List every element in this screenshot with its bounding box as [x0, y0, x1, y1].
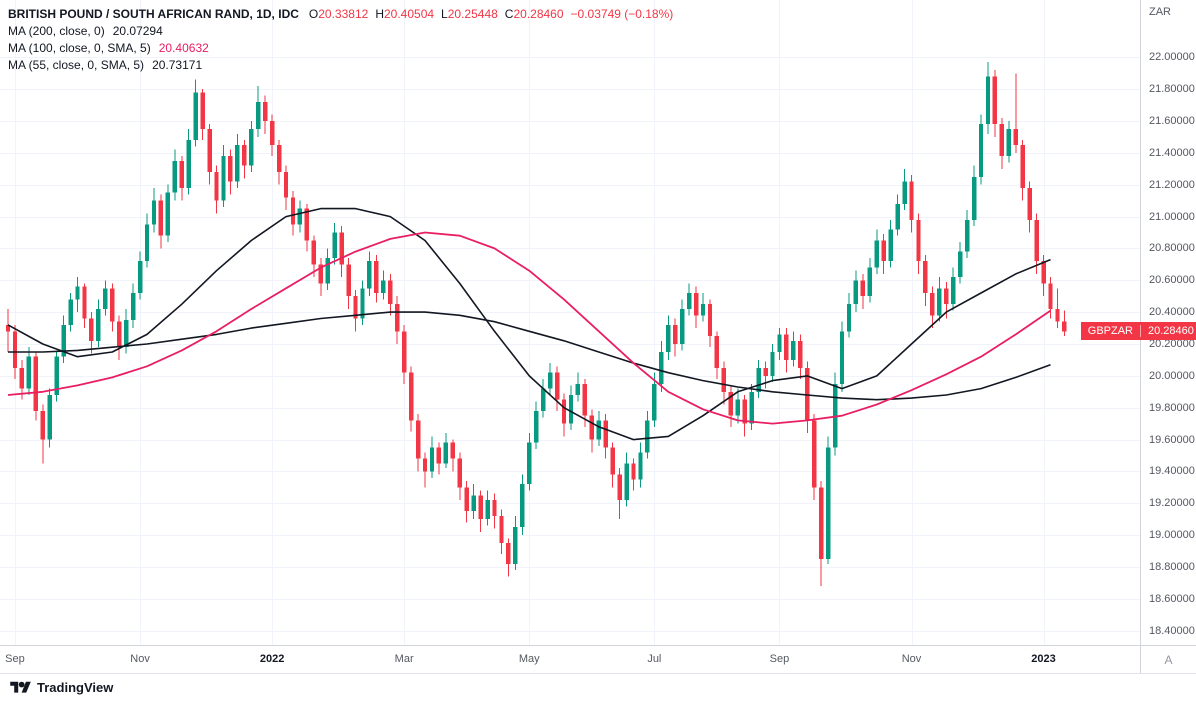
tradingview-logo-icon[interactable]: [10, 680, 31, 696]
ma-100-line[interactable]: [7, 231, 1052, 425]
symbol-info-row[interactable]: BRITISH POUND / SOUTH AFRICAN RAND, 1D, …: [8, 5, 673, 22]
ohlc-close: C20.28460: [504, 6, 564, 21]
last-price-tag: GBPZAR 20.28460: [1080, 321, 1196, 340]
price-tick-label: 20.00000: [1149, 369, 1195, 382]
time-tick-label: Nov: [130, 653, 150, 665]
ma-200-line[interactable]: [8, 311, 1051, 401]
price-tick-label: 19.20000: [1149, 497, 1195, 510]
indicator-row-ma100[interactable]: MA (100, close, 0, SMA, 5) 20.40632: [8, 40, 209, 55]
ma200-value: 20.07294: [112, 23, 163, 38]
price-tick-label: 19.80000: [1149, 401, 1195, 414]
price-tick-label: 21.00000: [1149, 210, 1195, 223]
time-tick-label: May: [518, 653, 540, 665]
footer-bar: TradingView: [0, 673, 1196, 701]
time-tick-label: Nov: [901, 653, 922, 665]
symbol-title: BRITISH POUND / SOUTH AFRICAN RAND, 1D, …: [8, 6, 299, 21]
chart-legend: BRITISH POUND / SOUTH AFRICAN RAND, 1D, …: [8, 5, 673, 73]
price-tick-label: 21.60000: [1149, 115, 1195, 128]
chart-plot-area[interactable]: [0, 0, 1140, 645]
price-tick-label: 19.60000: [1149, 433, 1195, 446]
price-tag-symbol: GBPZAR: [1081, 324, 1141, 337]
price-tick-label: 20.40000: [1149, 306, 1195, 319]
ohlc-low: L20.25448: [441, 6, 498, 21]
ohlc-high: H20.40504: [375, 6, 435, 21]
price-tick-label: 20.20000: [1149, 338, 1195, 350]
price-tick-label: 18.40000: [1149, 624, 1195, 637]
ma100-value: 20.40632: [158, 40, 209, 55]
change-value: −0.03749 (−0.18%): [570, 6, 674, 21]
time-tick-label: Sep: [5, 653, 25, 665]
price-tick-label: 21.20000: [1149, 178, 1195, 191]
time-tick-label: Mar: [394, 653, 414, 665]
ma-55-line[interactable]: [7, 207, 1051, 441]
price-tick-label: 20.60000: [1149, 274, 1195, 287]
price-tick-label: 18.80000: [1149, 560, 1195, 573]
time-tick-label: 2022: [259, 653, 285, 665]
time-tick-label: 2023: [1031, 653, 1056, 665]
tradingview-brand-text[interactable]: TradingView: [37, 680, 114, 695]
ma55-value: 20.73171: [152, 57, 203, 72]
ohlc-open: O20.33812: [308, 6, 369, 21]
indicator-row-ma200[interactable]: MA (200, close, 0) 20.07294: [8, 23, 163, 38]
indicator-row-ma55[interactable]: MA (55, close, 0, SMA, 5) 20.73171: [8, 57, 203, 72]
price-tick-label: 21.40000: [1149, 146, 1195, 159]
price-tick-label: 21.80000: [1149, 83, 1195, 96]
gridlines: [0, 0, 1140, 645]
axis-corner-auto-button[interactable]: A: [1140, 645, 1196, 673]
time-tick-label: Jul: [647, 653, 662, 665]
time-tick-label: Sep: [769, 653, 790, 665]
price-tick-label: 19.40000: [1149, 465, 1195, 478]
candlestick-chart[interactable]: [0, 0, 1140, 645]
price-tick-label: 19.00000: [1149, 529, 1195, 542]
price-tick-label: 18.60000: [1149, 592, 1195, 605]
price-tag-value: 20.28460: [1148, 324, 1194, 337]
time-axis[interactable]: Sep Nov 2022 Mar May Jul Sep Nov 2023: [0, 645, 1140, 673]
price-tick-label: 20.80000: [1149, 242, 1195, 255]
price-axis-unit: ZAR: [1149, 6, 1171, 18]
candles-layer: [5, 62, 1067, 587]
price-tick-label: 22.00000: [1149, 51, 1195, 64]
